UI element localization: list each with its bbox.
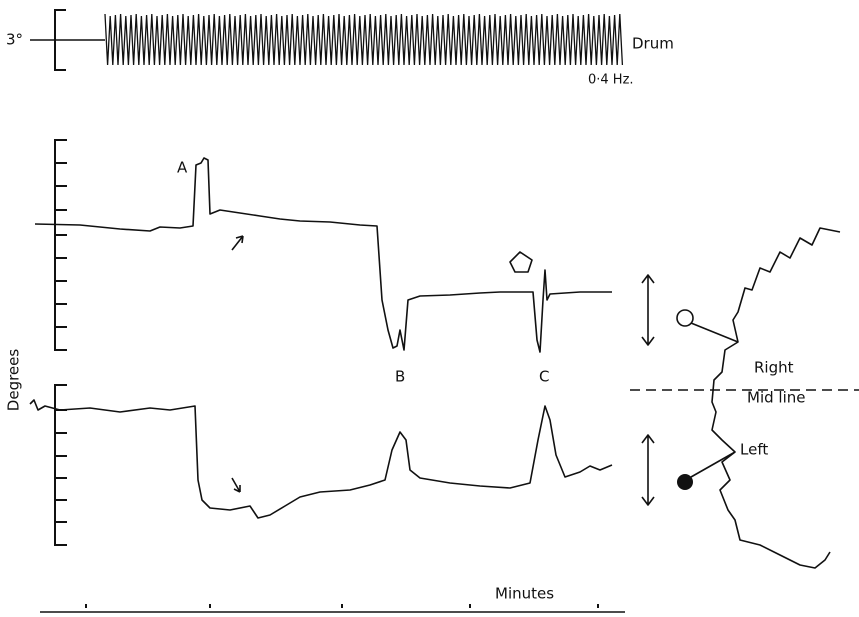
marker — [510, 252, 532, 272]
filled-circle — [677, 474, 693, 490]
event-label: B — [395, 368, 405, 386]
arrow — [232, 236, 243, 250]
scale-label: 3° — [6, 31, 23, 49]
left-label: Left — [740, 441, 768, 459]
figure: 3° Drum 0·4 Hz. A B C Degrees Right Mid … — [0, 0, 859, 617]
drum-oscillation — [105, 14, 622, 65]
frequency-label: 0·4 Hz. — [588, 73, 634, 88]
event-label: C — [539, 368, 549, 386]
open-circle — [677, 310, 693, 326]
drum-trace — [105, 14, 622, 65]
time-axis-label: Minutes — [495, 585, 554, 603]
drum-label: Drum — [632, 35, 674, 53]
connector — [691, 323, 738, 342]
y-axis-label: Degrees — [5, 349, 23, 412]
double-arrow — [642, 435, 654, 505]
connector — [691, 452, 735, 477]
arrow — [232, 478, 240, 492]
lower-trace — [30, 400, 612, 518]
right-label: Right — [754, 359, 794, 377]
upper-axis — [55, 140, 67, 350]
double-arrow — [642, 275, 654, 345]
lower-ticks — [55, 410, 67, 522]
time-ticks — [86, 604, 598, 608]
upper-ticks — [55, 163, 67, 327]
midline-label: Mid line — [747, 389, 805, 407]
event-label: A — [177, 159, 188, 177]
